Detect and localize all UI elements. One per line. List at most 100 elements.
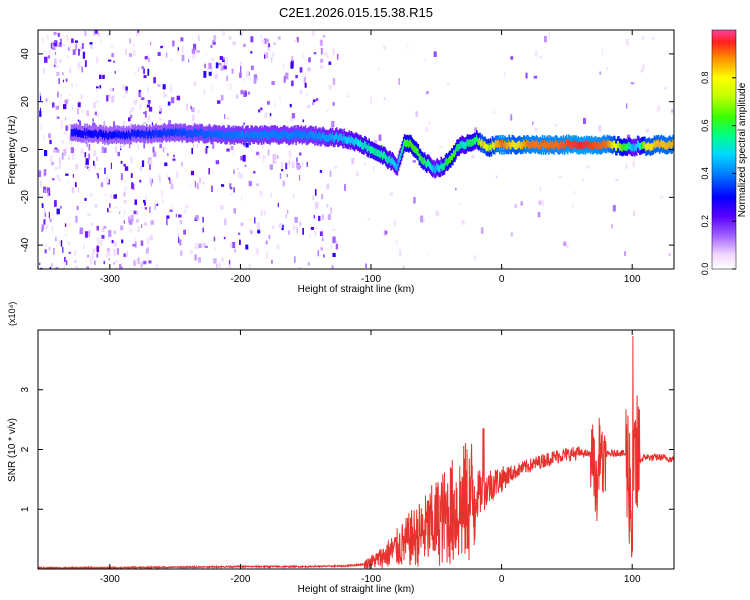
ridge-core [550, 141, 552, 149]
noise-cell [230, 145, 234, 151]
noise-cell [602, 48, 604, 55]
ridge-core [239, 131, 242, 139]
noise-cell [632, 160, 635, 168]
ridge-core [575, 140, 577, 148]
noise-cell [291, 113, 296, 119]
noise-cell [336, 53, 339, 60]
noise-cell [82, 110, 84, 114]
ridge-core [150, 131, 152, 139]
noise-cell [61, 140, 65, 144]
ridge-core [560, 140, 563, 148]
noise-cell [191, 107, 195, 113]
ridge-core [161, 131, 164, 139]
ridge-core [215, 129, 218, 138]
noise-cell [307, 105, 311, 109]
noise-cell [194, 242, 198, 250]
noise-cell [272, 153, 276, 160]
noise-cell [39, 107, 41, 112]
ridge-core [114, 129, 117, 138]
ridge-core [414, 146, 416, 154]
ridge-core [450, 152, 453, 161]
ridge-core [408, 140, 410, 148]
noise-cell [89, 193, 93, 197]
ridge-core [75, 127, 78, 136]
ridge-core [413, 145, 415, 153]
noise-cell [245, 71, 249, 78]
ridge-core [654, 141, 657, 149]
ridge-core [265, 130, 267, 138]
ridge-core [354, 137, 357, 145]
noise-cell [166, 52, 168, 58]
ridge-core [579, 141, 581, 150]
noise-cell [84, 31, 87, 37]
ridge-core [587, 140, 590, 148]
ridge-core [492, 142, 495, 150]
ridge-core [475, 137, 477, 145]
ridge-core [370, 146, 373, 154]
noise-cell [122, 84, 126, 90]
ridge-core [403, 138, 406, 147]
noise-cell [128, 53, 132, 57]
noise-cell [111, 95, 115, 103]
noise-cell [58, 42, 62, 48]
ridge-core [581, 141, 584, 150]
ridge-core [633, 144, 636, 152]
noise-cell [49, 218, 52, 223]
ridge-core [478, 138, 480, 146]
ridge-core [472, 138, 475, 146]
ridge-core [176, 129, 178, 137]
ridge-core [333, 135, 336, 143]
noise-cell [237, 171, 241, 178]
noise-cell [44, 249, 47, 254]
noise-cell [166, 174, 169, 179]
noise-cell [85, 158, 89, 165]
ridge-core [149, 129, 151, 137]
ridge-core [261, 130, 264, 138]
noise-cell [370, 97, 372, 104]
noise-cell [66, 34, 69, 42]
noise-cell [272, 159, 275, 164]
ridge-core [569, 140, 571, 148]
noise-cell [263, 38, 267, 44]
ridge-core [138, 129, 141, 137]
ridge-core [405, 139, 407, 148]
noise-cell [125, 48, 127, 55]
noise-cell [532, 121, 534, 125]
noise-cell [80, 46, 82, 52]
ridge-core [623, 142, 625, 151]
ridge-core [93, 130, 96, 138]
noise-cell [306, 162, 308, 167]
ridge-core [322, 131, 324, 139]
noise-cell [168, 177, 170, 181]
ridge-core [83, 130, 85, 138]
noise-cell [100, 182, 104, 188]
ridge-core [670, 142, 672, 150]
noise-cell [48, 247, 51, 251]
ridge-core [174, 130, 176, 138]
ridge-core [611, 142, 614, 150]
ridge-core [536, 141, 539, 149]
noise-cell [188, 59, 190, 63]
noise-cell [111, 240, 114, 244]
ridge-core [426, 159, 429, 167]
ridge-core [512, 140, 515, 148]
ridge-core [237, 130, 240, 138]
ridge-core [105, 130, 107, 138]
ridge-core [464, 142, 467, 150]
noise-cell [154, 123, 156, 126]
ridge-core [293, 130, 295, 138]
ridge-core [540, 142, 543, 150]
noise-cell [425, 91, 429, 95]
noise-cell [236, 167, 238, 171]
noise-cell [145, 102, 147, 109]
ridge-core [489, 142, 492, 150]
noise-cell [330, 242, 333, 250]
ridge-core [615, 143, 617, 151]
noise-cell [177, 233, 179, 240]
ridge-core [103, 130, 105, 138]
ridge-core [383, 151, 385, 159]
ridge-core [109, 130, 111, 138]
ridge-core [159, 130, 162, 138]
ridge-core [130, 132, 132, 140]
ridge-core [520, 141, 523, 149]
